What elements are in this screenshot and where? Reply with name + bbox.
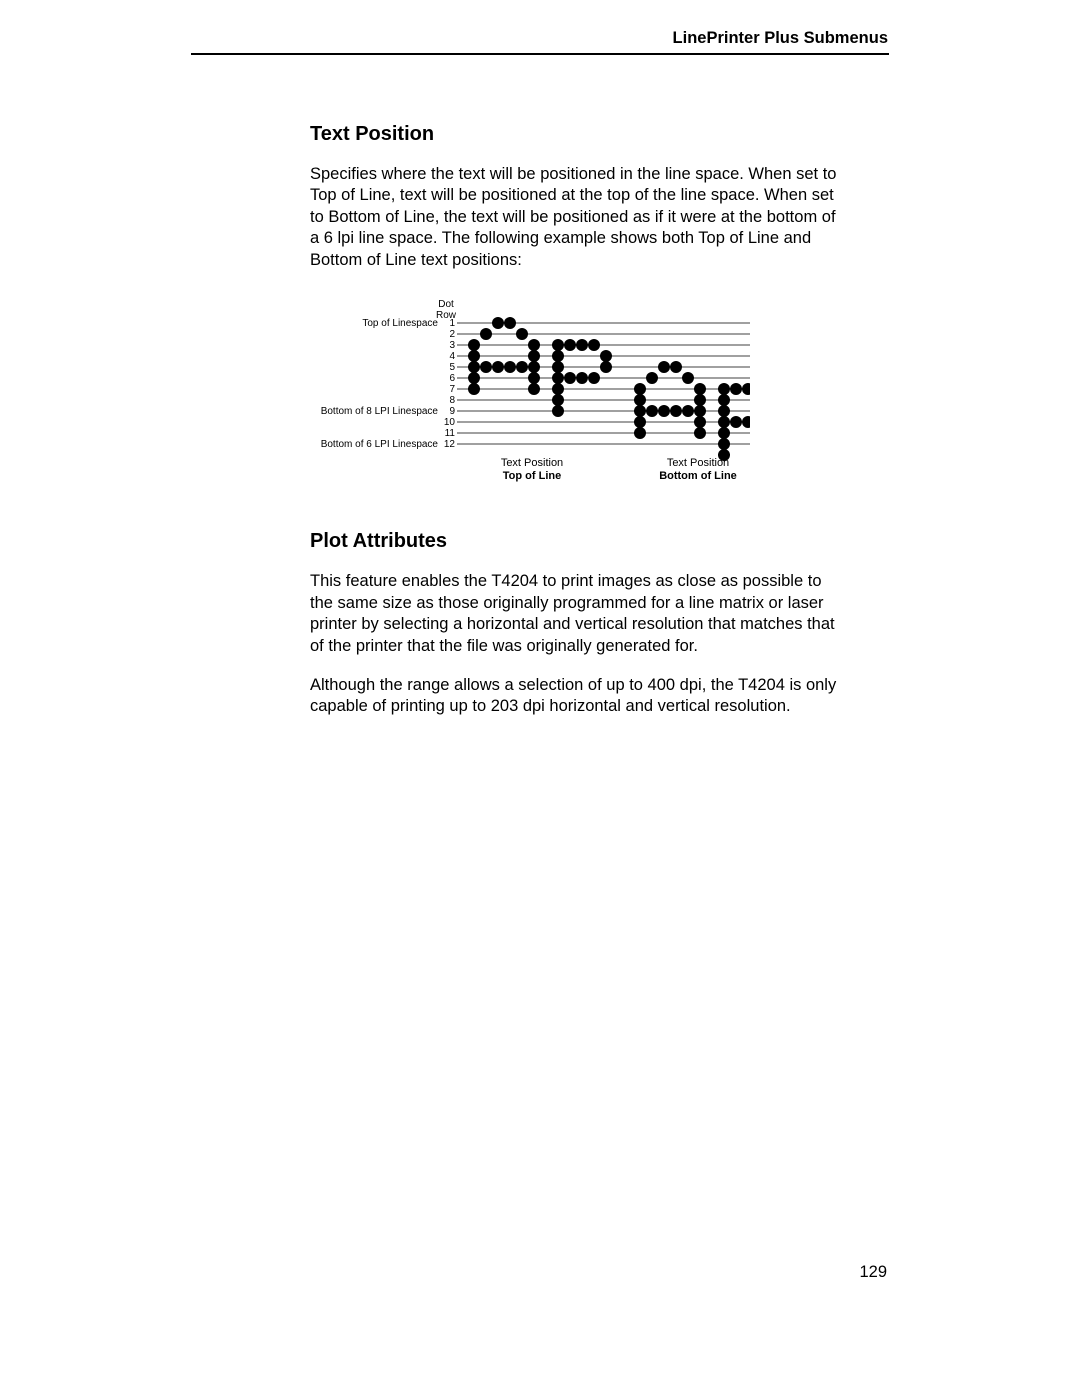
section2-heading: Plot Attributes bbox=[310, 530, 846, 553]
svg-text:Text Position: Text Position bbox=[501, 457, 563, 469]
section1-heading: Text Position bbox=[310, 123, 846, 146]
svg-text:5: 5 bbox=[449, 362, 455, 373]
svg-text:Bottom of 6 LPI Linespace: Bottom of 6 LPI Linespace bbox=[321, 439, 439, 450]
svg-text:10: 10 bbox=[444, 417, 456, 428]
svg-text:Text Position: Text Position bbox=[667, 457, 729, 469]
text-position-diagram: DotRow123456789101112Top of LinespaceBot… bbox=[310, 295, 846, 500]
svg-text:Bottom of Line: Bottom of Line bbox=[659, 470, 737, 482]
svg-text:9: 9 bbox=[449, 406, 455, 417]
page-number: 129 bbox=[859, 1263, 887, 1282]
svg-text:3: 3 bbox=[449, 340, 455, 351]
header-rule bbox=[191, 53, 889, 55]
svg-text:2: 2 bbox=[449, 329, 455, 340]
svg-text:1: 1 bbox=[449, 318, 455, 329]
svg-text:8: 8 bbox=[449, 395, 455, 406]
section2-paragraph1: This feature enables the T4204 to print … bbox=[310, 571, 846, 657]
svg-text:Bottom of 8 LPI Linespace: Bottom of 8 LPI Linespace bbox=[321, 406, 439, 417]
svg-text:4: 4 bbox=[449, 351, 455, 362]
svg-text:Top of Line: Top of Line bbox=[503, 470, 561, 482]
content-area: Text Position Specifies where the text w… bbox=[310, 123, 846, 736]
svg-text:Top of Linespace: Top of Linespace bbox=[362, 318, 438, 329]
header-title: LinePrinter Plus Submenus bbox=[673, 29, 888, 48]
section2-paragraph2: Although the range allows a selection of… bbox=[310, 675, 846, 718]
svg-text:11: 11 bbox=[445, 428, 456, 439]
section1-paragraph: Specifies where the text will be positio… bbox=[310, 164, 846, 271]
svg-text:7: 7 bbox=[449, 384, 455, 395]
svg-text:6: 6 bbox=[449, 373, 455, 384]
svg-text:Dot: Dot bbox=[438, 299, 454, 310]
svg-text:12: 12 bbox=[444, 439, 456, 450]
